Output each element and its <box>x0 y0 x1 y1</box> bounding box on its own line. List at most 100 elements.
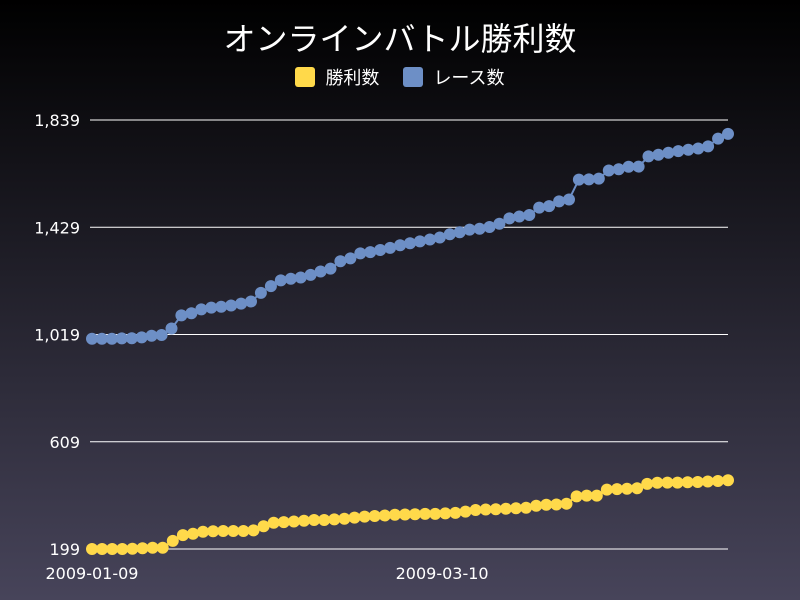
data-point-1 <box>135 331 148 344</box>
data-point-0 <box>146 541 159 554</box>
data-point-1 <box>254 286 267 299</box>
data-point-1 <box>553 195 566 208</box>
data-point-1 <box>115 332 128 345</box>
legend-label-wins: 勝利数 <box>325 68 380 89</box>
data-point-0 <box>520 501 533 514</box>
data-point-1 <box>453 226 466 239</box>
data-point-0 <box>217 525 230 537</box>
data-point-1 <box>284 272 297 285</box>
data-point-1 <box>314 265 327 278</box>
data-point-1 <box>632 160 645 173</box>
data-point-1 <box>622 160 635 173</box>
data-point-1 <box>185 307 198 320</box>
data-point-0 <box>207 525 220 538</box>
data-point-1 <box>473 222 486 235</box>
data-point-1 <box>682 143 695 156</box>
data-point-0 <box>126 542 139 555</box>
data-point-0 <box>257 520 270 533</box>
data-point-0 <box>540 498 553 511</box>
data-point-0 <box>661 476 674 489</box>
data-point-1 <box>374 244 387 256</box>
legend-item-wins: 勝利数 <box>295 64 379 90</box>
data-point-1 <box>245 295 257 308</box>
data-point-0 <box>560 497 573 510</box>
data-point-0 <box>469 504 482 516</box>
data-point-0 <box>116 543 129 555</box>
data-point-0 <box>86 543 98 555</box>
data-point-1 <box>274 274 287 287</box>
data-point-0 <box>419 507 432 520</box>
data-point-0 <box>338 512 351 525</box>
data-point-1 <box>692 142 705 155</box>
data-point-0 <box>368 510 381 522</box>
legend: 勝利数 レース数 <box>0 64 800 90</box>
x-tick-label: 2009-03-10 <box>396 564 489 583</box>
data-point-0 <box>388 508 401 521</box>
data-point-0 <box>621 482 633 495</box>
data-point-1 <box>384 241 397 254</box>
data-point-0 <box>166 534 179 547</box>
data-point-0 <box>318 514 331 526</box>
data-point-0 <box>631 482 644 495</box>
data-point-1 <box>95 332 108 345</box>
data-point-0 <box>378 509 391 522</box>
data-point-0 <box>671 476 684 489</box>
data-point-1 <box>642 150 655 163</box>
data-point-0 <box>156 541 169 554</box>
data-point-1 <box>483 221 496 233</box>
data-point-1 <box>364 246 377 259</box>
data-point-0 <box>237 525 250 537</box>
data-point-1 <box>443 228 456 241</box>
data-point-0 <box>277 516 290 529</box>
data-point-1 <box>354 247 367 260</box>
data-point-0 <box>651 476 664 489</box>
data-point-1 <box>413 235 426 248</box>
data-point-1 <box>304 268 317 281</box>
data-point-0 <box>510 502 522 515</box>
data-point-1 <box>513 210 526 223</box>
data-point-1 <box>612 163 625 176</box>
data-point-0 <box>590 489 603 502</box>
data-point-1 <box>592 172 605 185</box>
data-point-1 <box>543 200 556 213</box>
data-point-0 <box>611 483 623 496</box>
data-point-0 <box>176 529 189 542</box>
data-point-1 <box>225 299 238 312</box>
data-point-1 <box>702 140 715 153</box>
data-point-1 <box>563 193 575 206</box>
y-tick-label: 609 <box>49 433 80 452</box>
data-point-0 <box>691 476 704 488</box>
data-point-0 <box>701 475 714 488</box>
data-point-0 <box>429 507 442 520</box>
data-point-1 <box>294 271 307 284</box>
data-point-1 <box>572 173 585 186</box>
data-point-0 <box>489 503 502 516</box>
data-point-0 <box>530 499 543 512</box>
legend-item-races: レース数 <box>403 64 505 90</box>
data-point-1 <box>324 262 337 275</box>
data-point-0 <box>247 524 260 537</box>
data-point-0 <box>499 502 512 515</box>
data-point-0 <box>197 525 209 538</box>
data-point-0 <box>96 543 109 555</box>
data-point-1 <box>264 280 277 293</box>
data-point-0 <box>439 507 452 520</box>
data-point-1 <box>423 233 436 246</box>
data-point-1 <box>86 332 98 345</box>
y-tick-label: 1,839 <box>34 111 80 130</box>
data-point-0 <box>722 474 734 487</box>
data-point-1 <box>344 252 357 265</box>
data-point-1 <box>145 329 158 342</box>
data-point-0 <box>550 498 563 511</box>
data-point-0 <box>227 525 240 537</box>
legend-label-races: レース数 <box>433 68 505 89</box>
data-point-1 <box>235 297 248 310</box>
data-point-1 <box>533 201 546 214</box>
data-point-0 <box>711 475 724 487</box>
legend-swatch-wins <box>295 67 316 87</box>
data-point-0 <box>479 503 492 516</box>
data-point-0 <box>308 514 321 526</box>
data-point-0 <box>136 542 149 555</box>
data-point-0 <box>409 508 421 521</box>
